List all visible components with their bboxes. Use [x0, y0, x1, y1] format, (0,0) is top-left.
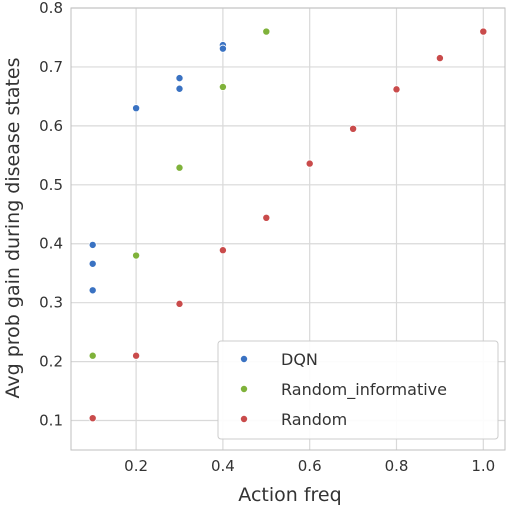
data-points — [88, 27, 488, 423]
data-point — [88, 286, 97, 295]
data-point — [218, 82, 227, 91]
y-tick-label: 0.3 — [39, 294, 63, 312]
legend-marker — [239, 414, 248, 423]
legend-marker — [239, 384, 248, 393]
data-point — [88, 259, 97, 268]
x-axis-label: Action freq — [238, 484, 341, 506]
data-point — [435, 54, 444, 63]
x-tick-label: 0.6 — [298, 457, 322, 475]
y-tick-label: 0.4 — [39, 235, 63, 253]
plot-frame — [70, 7, 506, 451]
x-tick-label: 0.2 — [124, 457, 148, 475]
x-axis-ticks: 0.2 0.4 0.6 0.8 1.0 — [124, 457, 495, 475]
data-point — [132, 104, 141, 113]
y-axis-ticks: 0.1 0.2 0.3 0.4 0.5 0.6 0.7 0.8 — [39, 0, 63, 430]
data-point — [175, 74, 184, 83]
data-point — [392, 85, 401, 94]
data-point — [349, 124, 358, 133]
x-tick-label: 0.4 — [211, 457, 235, 475]
y-tick-label: 0.5 — [39, 176, 63, 194]
data-point — [479, 27, 488, 36]
y-tick-label: 0.2 — [39, 353, 63, 371]
data-point — [218, 44, 227, 53]
data-point — [262, 27, 271, 36]
data-point — [175, 84, 184, 93]
data-point — [132, 251, 141, 260]
y-tick-label: 0.8 — [39, 0, 63, 17]
data-point — [88, 351, 97, 360]
x-tick-label: 1.0 — [471, 457, 495, 475]
y-tick-label: 0.1 — [39, 412, 63, 430]
data-point — [88, 414, 97, 423]
data-point — [88, 240, 97, 249]
y-tick-label: 0.7 — [39, 58, 63, 76]
data-point — [175, 163, 184, 172]
data-point — [218, 246, 227, 255]
data-point — [175, 299, 184, 308]
legend-label: Random_informative — [281, 380, 447, 400]
data-point — [132, 351, 141, 360]
legend-marker — [239, 354, 248, 363]
legend-label: DQN — [281, 350, 318, 369]
y-tick-label: 0.6 — [39, 117, 63, 135]
x-tick-label: 0.8 — [385, 457, 409, 475]
y-axis-label: Avg prob gain during disease states — [2, 57, 24, 398]
data-point — [262, 213, 271, 222]
legend: DQN Random_informative Random — [217, 340, 499, 440]
legend-label: Random — [281, 410, 347, 429]
data-point — [305, 159, 314, 168]
legend-box — [217, 340, 499, 440]
